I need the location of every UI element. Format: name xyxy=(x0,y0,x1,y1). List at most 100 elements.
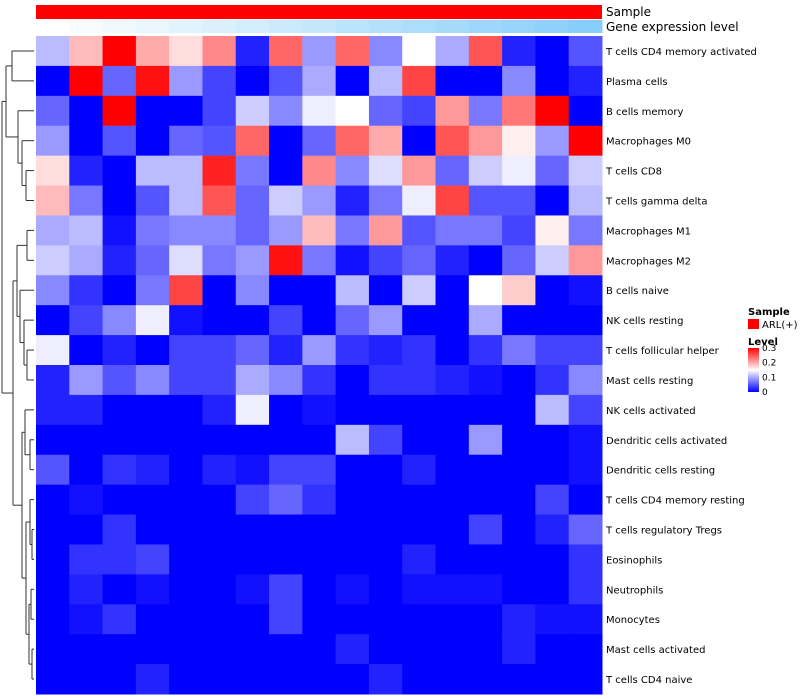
heatmap-cell xyxy=(269,305,303,336)
heatmap-cell xyxy=(36,514,70,545)
heatmap-cell xyxy=(302,454,337,486)
heatmap-cell xyxy=(235,305,270,336)
heatmap-cell xyxy=(502,394,536,426)
heatmap-cell xyxy=(235,634,270,665)
heatmap-cell xyxy=(269,664,303,695)
heatmap-cell xyxy=(36,95,70,127)
heatmap-cell xyxy=(102,335,137,366)
heatmap-cell xyxy=(135,275,170,306)
heatmap-cell xyxy=(269,394,303,426)
row-label: NK cells activated xyxy=(606,406,696,417)
heatmap-cell xyxy=(36,275,70,306)
heatmap-cell xyxy=(302,424,337,456)
legend-sample-title: Sample xyxy=(748,307,790,318)
heatmap-cell xyxy=(435,245,470,276)
heatmap-cell xyxy=(335,95,370,127)
heatmap-cell xyxy=(202,664,237,695)
heatmap-cell xyxy=(169,514,203,545)
heatmap-cell xyxy=(468,604,503,635)
heatmap-cell xyxy=(568,574,603,605)
heatmap-cell xyxy=(502,65,536,97)
heatmap-cell xyxy=(502,424,536,456)
heatmap-cell xyxy=(535,484,570,516)
heatmap-cell xyxy=(269,634,303,665)
heatmap-cell xyxy=(435,424,470,456)
heatmap-cell xyxy=(202,125,237,157)
heatmap-cell xyxy=(468,95,503,127)
row-label: Mast cells resting xyxy=(606,376,693,387)
heatmap-cell xyxy=(135,155,170,187)
heatmap-cell xyxy=(202,305,237,336)
heatmap-cell xyxy=(468,365,503,396)
heatmap-cell xyxy=(36,544,70,575)
heatmap-cell xyxy=(535,335,570,366)
heatmap-cell xyxy=(102,65,137,97)
heatmap-cell xyxy=(202,65,237,97)
heatmap-cell xyxy=(402,365,437,396)
heatmap-cell xyxy=(402,335,437,366)
heatmap-cell xyxy=(169,484,203,516)
heatmap-cell xyxy=(202,634,237,665)
heatmap-cell xyxy=(202,95,237,127)
heatmap-cell xyxy=(435,544,470,575)
legend-level-colorbar xyxy=(748,348,759,392)
heatmap-cell xyxy=(135,454,170,486)
heatmap-cell xyxy=(36,484,70,516)
heatmap-cell xyxy=(202,275,237,306)
heatmap-cell xyxy=(302,65,337,97)
expression-track-cell xyxy=(169,20,203,33)
row-label: Dendritic cells resting xyxy=(606,466,715,477)
heatmap-cell xyxy=(269,424,303,456)
heatmap-cell xyxy=(135,634,170,665)
legend-level-tick: 0.3 xyxy=(762,344,776,354)
row-label: Eosinophils xyxy=(606,555,662,566)
heatmap-cell xyxy=(102,514,137,545)
heatmap-cell xyxy=(468,155,503,187)
row-label: T cells gamma delta xyxy=(605,197,707,208)
expression-track-label: Gene expression level xyxy=(606,20,739,34)
heatmap-cell xyxy=(502,484,536,516)
heatmap-cell xyxy=(69,215,104,246)
heatmap-cell xyxy=(69,514,104,545)
heatmap-cell xyxy=(69,544,104,575)
heatmap-cell xyxy=(568,424,603,456)
heatmap-cell xyxy=(435,155,470,187)
heatmap-cell xyxy=(402,424,437,456)
heatmap-cell xyxy=(402,634,437,665)
heatmap-cell xyxy=(368,335,403,366)
row-label: T cells follicular helper xyxy=(605,346,720,357)
heatmap-cell xyxy=(235,335,270,366)
heatmap-cell xyxy=(368,215,403,246)
heatmap-cell xyxy=(36,664,70,695)
expression-track-cell xyxy=(235,20,270,33)
heatmap-cell xyxy=(169,155,203,187)
row-label: Plasma cells xyxy=(606,77,668,88)
heatmap-cell xyxy=(269,65,303,97)
heatmap-cell xyxy=(368,275,403,306)
heatmap-cell xyxy=(102,275,137,306)
heatmap-cell xyxy=(368,484,403,516)
heatmap-cell xyxy=(302,365,337,396)
heatmap-cell xyxy=(402,36,437,67)
heatmap-cell xyxy=(36,215,70,246)
expression-track-cell xyxy=(402,20,437,33)
heatmap-cell xyxy=(69,365,104,396)
heatmap-cell xyxy=(535,305,570,336)
heatmap-cell xyxy=(102,305,137,336)
expression-track-cell xyxy=(435,20,470,33)
heatmap-cell xyxy=(69,335,104,366)
heatmap-cell xyxy=(368,514,403,545)
heatmap-cell xyxy=(102,125,137,157)
heatmap-cell xyxy=(535,514,570,545)
heatmap-cell xyxy=(269,36,303,67)
heatmap-cell xyxy=(202,365,237,396)
heatmap-cell xyxy=(36,305,70,336)
heatmap-cell xyxy=(502,95,536,127)
heatmap-cell xyxy=(468,664,503,695)
row-label: T cells CD4 memory activated xyxy=(605,47,757,58)
heatmap-cell xyxy=(302,305,337,336)
heatmap-cell xyxy=(335,634,370,665)
heatmap-cell xyxy=(202,36,237,67)
heatmap-cell xyxy=(36,155,70,187)
